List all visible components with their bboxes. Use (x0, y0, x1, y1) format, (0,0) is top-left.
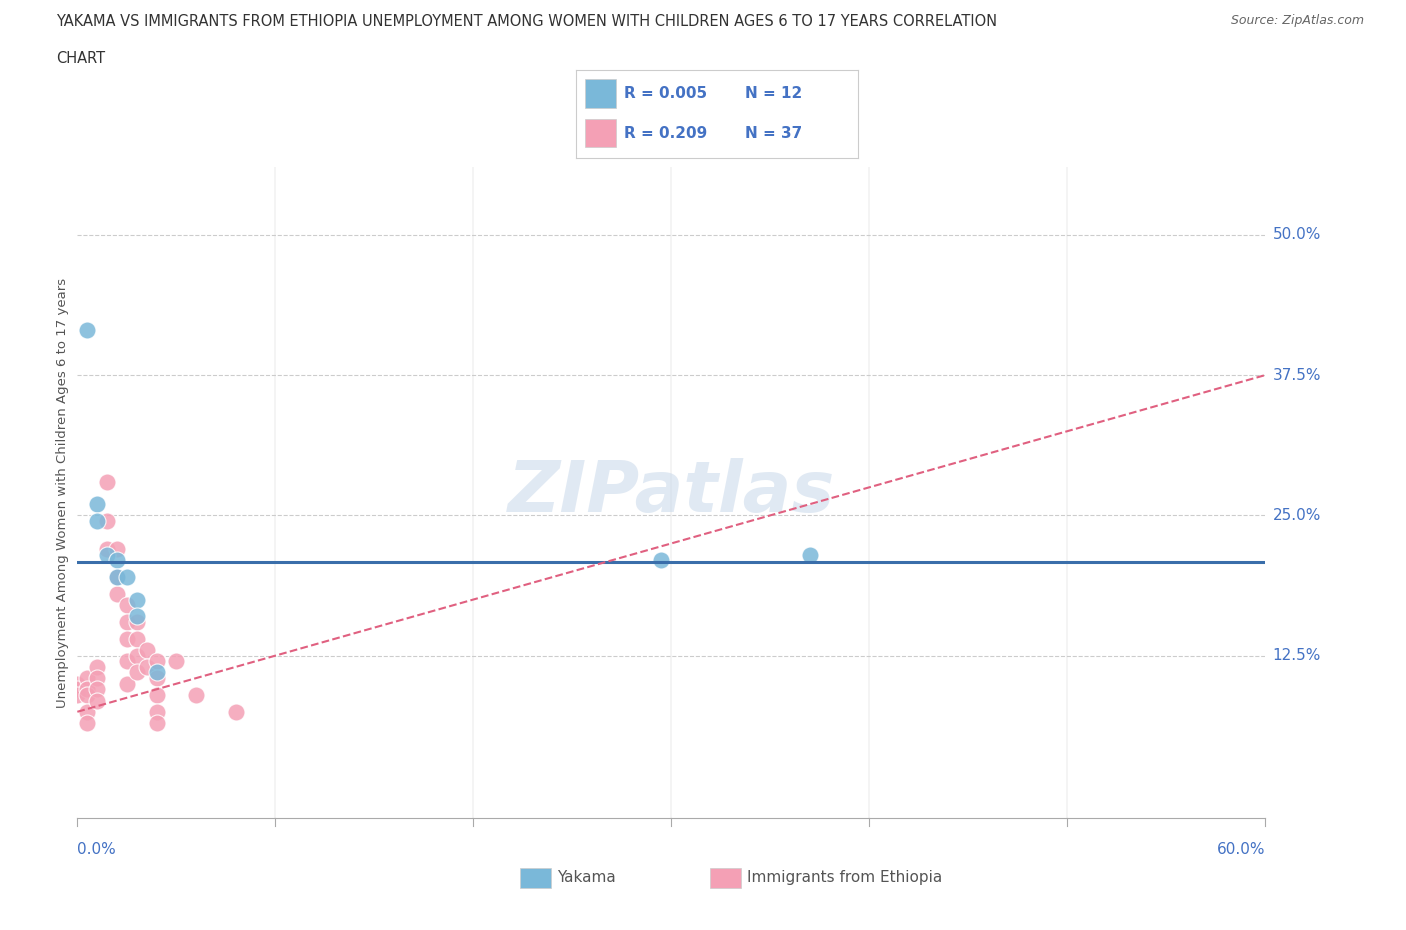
Text: Source: ZipAtlas.com: Source: ZipAtlas.com (1230, 14, 1364, 27)
Text: N = 12: N = 12 (745, 86, 803, 101)
Point (66, 682, 89, 697)
Text: N = 37: N = 37 (745, 126, 803, 140)
FancyBboxPatch shape (585, 79, 616, 108)
Point (799, 547, 821, 562)
Point (225, 704, 247, 719)
Point (165, 654, 187, 669)
Point (76, 323, 98, 338)
Point (86, 693, 108, 708)
Text: 60.0%: 60.0% (1218, 842, 1265, 857)
Point (76, 715, 98, 730)
Point (135, 659, 157, 674)
Point (145, 687, 167, 702)
Text: R = 0.209: R = 0.209 (624, 126, 707, 140)
Point (86, 513, 108, 528)
Point (125, 631, 148, 646)
Point (105, 587, 128, 602)
Point (115, 615, 138, 630)
Text: Yakama: Yakama (557, 870, 616, 885)
Text: 37.5%: 37.5% (1272, 367, 1320, 382)
Text: 50.0%: 50.0% (1272, 227, 1320, 242)
Point (145, 704, 167, 719)
Point (105, 570, 128, 585)
Point (86, 671, 108, 685)
Point (125, 665, 148, 680)
Point (125, 609, 148, 624)
FancyBboxPatch shape (585, 119, 616, 148)
Text: Immigrants from Ethiopia: Immigrants from Ethiopia (747, 870, 942, 885)
Point (145, 671, 167, 685)
Text: CHART: CHART (56, 51, 105, 66)
Point (145, 654, 167, 669)
Text: R = 0.005: R = 0.005 (624, 86, 707, 101)
Point (125, 648, 148, 663)
Point (105, 541, 128, 556)
Text: 12.5%: 12.5% (1272, 648, 1320, 663)
Point (650, 552, 672, 567)
Point (76, 704, 98, 719)
Point (115, 631, 138, 646)
Point (86, 682, 108, 697)
Y-axis label: Unemployment Among Women with Children Ages 6 to 17 years: Unemployment Among Women with Children A… (56, 278, 69, 708)
Point (145, 665, 167, 680)
Point (76, 682, 98, 697)
Point (105, 552, 128, 567)
Point (96, 474, 118, 489)
Point (86, 497, 108, 512)
Point (76, 687, 98, 702)
Point (66, 676, 89, 691)
Point (125, 615, 148, 630)
Text: ZIPatlas: ZIPatlas (508, 458, 835, 527)
Point (115, 654, 138, 669)
Text: 25.0%: 25.0% (1272, 508, 1320, 523)
Point (125, 592, 148, 607)
Point (96, 547, 118, 562)
Point (115, 598, 138, 613)
Text: YAKAMA VS IMMIGRANTS FROM ETHIOPIA UNEMPLOYMENT AMONG WOMEN WITH CHILDREN AGES 6: YAKAMA VS IMMIGRANTS FROM ETHIOPIA UNEMP… (56, 14, 997, 29)
Point (86, 659, 108, 674)
Point (96, 541, 118, 556)
Point (135, 643, 157, 658)
Point (115, 570, 138, 585)
Point (96, 513, 118, 528)
Text: 0.0%: 0.0% (77, 842, 117, 857)
Point (66, 687, 89, 702)
Point (115, 676, 138, 691)
Point (145, 715, 167, 730)
Point (76, 671, 98, 685)
Point (105, 570, 128, 585)
Point (186, 687, 208, 702)
